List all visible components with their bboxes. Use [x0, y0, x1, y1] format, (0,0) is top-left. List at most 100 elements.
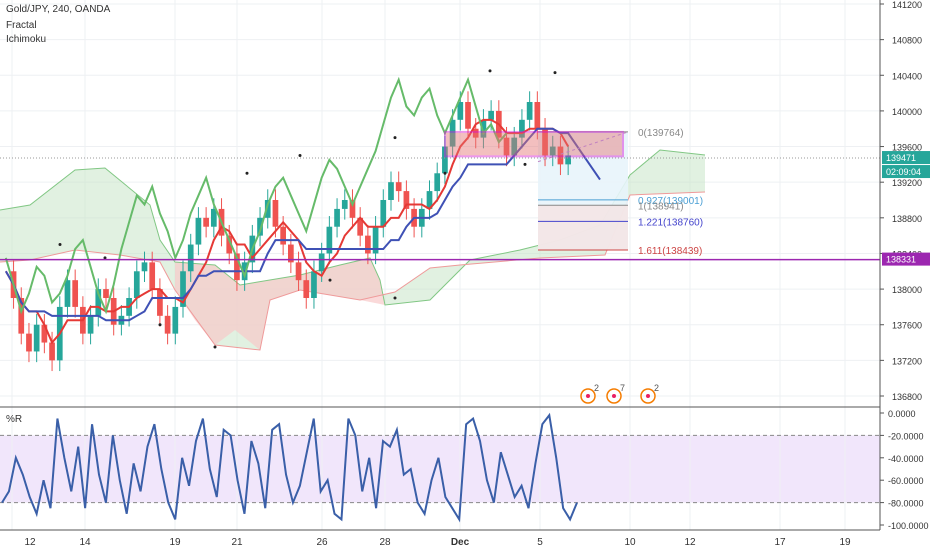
event-marker-icon	[580, 388, 596, 404]
indicator-fractal-label[interactable]: Fractal	[6, 20, 37, 31]
fractal-marker	[393, 296, 397, 300]
fractal-marker	[393, 136, 397, 140]
fib-level-label: 1(138941)	[638, 201, 684, 212]
osc-axis-label: -100.0000	[888, 521, 929, 531]
williams-r-line	[1, 412, 578, 523]
candle-body	[442, 146, 448, 174]
candle-body	[426, 191, 433, 209]
fib-level-label: 0(139764)	[638, 128, 684, 139]
candle-body	[326, 226, 333, 254]
candle-body	[33, 324, 40, 352]
event-marker-count: 2	[654, 383, 659, 393]
osc-axis: 0.0000 -20.0000 -40.0000 -60.0000 -80.0000 -1…	[880, 409, 929, 531]
candle-body	[303, 280, 310, 298]
time-axis-label: 5	[537, 537, 543, 548]
fractal-marker	[213, 345, 217, 349]
candle-body	[334, 208, 340, 227]
time-axis-label: 10	[624, 537, 636, 548]
candle-body	[49, 342, 55, 361]
candle-body	[164, 315, 171, 334]
ichimoku-cloud-red	[175, 258, 385, 350]
price-axis-label: 141200	[892, 0, 922, 10]
candle-body	[234, 253, 240, 281]
time-axis-label: 12	[684, 537, 696, 548]
price-axis: 141200 140800 140400 140000 139600 139200 1388…	[880, 0, 922, 402]
chikou-span-line	[4, 76, 508, 315]
candle-body	[549, 146, 556, 156]
candle-body	[64, 280, 71, 307]
indicator-ichimoku-label[interactable]: Ichimoku	[6, 34, 47, 45]
price-axis-label: 140800	[892, 36, 922, 46]
fib-level-label: 0.927(139001)	[638, 196, 703, 207]
candle-body	[380, 200, 387, 227]
price-axis-label: 140400	[892, 71, 922, 81]
candle-body	[434, 173, 441, 192]
candle-body	[449, 119, 456, 147]
event-marker-icon	[640, 388, 656, 404]
candle-body	[365, 235, 371, 254]
candle-body	[349, 200, 356, 218]
candle-body	[103, 289, 109, 298]
candle-body	[280, 226, 286, 245]
candle-body	[542, 128, 548, 156]
price-tag	[882, 252, 930, 266]
candle-body	[565, 155, 571, 165]
candle-body	[210, 208, 217, 227]
fractal-marker	[553, 71, 557, 75]
osc-axis-label: -80.0000	[888, 499, 924, 509]
time-axis: 12 14 19 21 26 28 Dec 5 10 12 17 19	[24, 537, 851, 548]
candle-body	[149, 262, 156, 290]
time-axis-label: 21	[231, 537, 243, 548]
candle-body	[503, 137, 510, 156]
symbol-title[interactable]: Gold/JPY, 240, OANDA	[6, 4, 111, 15]
time-axis-label: 12	[24, 537, 36, 548]
time-axis-label: Dec	[451, 537, 470, 548]
tenkan-sen-line	[4, 118, 570, 345]
fib-level-label: 1.221(138760)	[638, 217, 703, 228]
time-axis-label: 19	[839, 537, 851, 548]
candle-body	[341, 200, 348, 209]
candle-body	[403, 191, 410, 209]
osc-axis-label: -60.0000	[888, 476, 924, 486]
candle-body	[295, 262, 302, 281]
price-tag-text: 02:09:04	[886, 167, 921, 177]
candle-body	[288, 244, 294, 263]
price-tag-text: 139471	[886, 153, 916, 163]
price-tag	[882, 165, 930, 179]
kijun-sen-line	[4, 127, 601, 322]
candle-body	[272, 200, 279, 227]
candle-body	[534, 102, 541, 129]
fractal-marker	[523, 162, 527, 166]
oscillator-label[interactable]: %R	[6, 414, 23, 425]
candle-body	[133, 271, 140, 298]
price-axis-label: 138800	[892, 214, 922, 224]
candle-body	[18, 298, 25, 334]
candle-body	[141, 262, 148, 272]
osc-axis-label: 0.0000	[888, 409, 916, 419]
fractal-marker	[158, 323, 162, 327]
event-marker-dot	[646, 394, 650, 398]
fib-level-label: 1.611(138439)	[638, 246, 702, 257]
candle-body	[203, 217, 209, 227]
candle-body	[187, 244, 194, 272]
candle-body	[157, 289, 163, 316]
candle-body	[195, 217, 202, 245]
time-axis-label: 26	[316, 537, 328, 548]
time-axis-label: 14	[79, 537, 91, 548]
candle-body	[257, 217, 263, 236]
candle-body	[72, 280, 79, 307]
fractal-marker	[328, 278, 332, 282]
price-axis-label: 137200	[892, 356, 922, 366]
event-marker-dot	[612, 394, 616, 398]
price-tag-text: 138331	[886, 255, 916, 265]
resistance-zone	[444, 130, 624, 158]
time-axis-label: 17	[774, 537, 786, 548]
senkou-b-line	[0, 191, 706, 351]
price-axis-label: 139600	[892, 143, 922, 153]
event-marker-dot	[586, 394, 590, 398]
candle-body	[388, 182, 394, 200]
event-marker-icon	[606, 388, 622, 404]
candle-body	[480, 119, 487, 138]
